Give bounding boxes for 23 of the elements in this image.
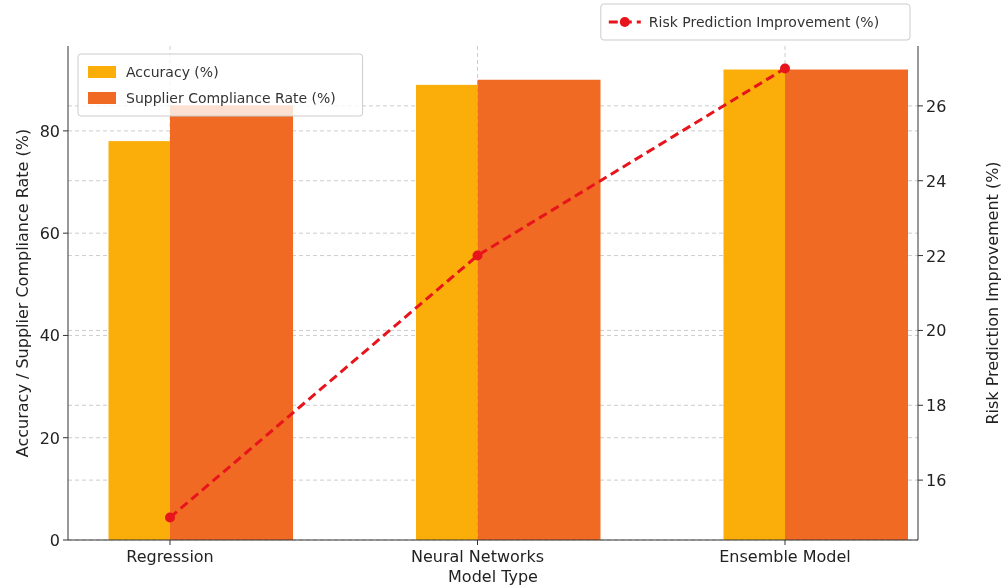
y2-axis-title: Risk Prediction Improvement (%) (983, 161, 1002, 425)
x-axis-title: Model Type (448, 567, 538, 586)
y-tick-label: 0 (49, 531, 60, 550)
x-tick-label: Ensemble Model (719, 547, 851, 566)
legend-label: Accuracy (%) (126, 64, 219, 80)
point (472, 250, 483, 261)
y2-tick-label: 18 (926, 396, 947, 416)
y-tick-label: 40 (39, 326, 60, 346)
y2-tick-label: 26 (926, 96, 947, 116)
y-tick-label: 80 (39, 121, 60, 141)
x-tick-label: Regression (126, 547, 214, 566)
point (780, 63, 790, 74)
legend-label: Risk Prediction Improvement (%) (648, 14, 880, 30)
y2-tick-label: 20 (926, 321, 947, 341)
y2-tick-label: 16 (926, 471, 947, 491)
point (165, 512, 175, 523)
y-tick-label: 60 (39, 224, 60, 244)
y-tick-label: 20 (39, 428, 60, 448)
legend-label: Supplier Compliance Rate (%) (126, 90, 336, 106)
y-axis-title: Accuracy / Supplier Compliance Rate (%) (13, 128, 32, 458)
y2-tick-label: 24 (926, 171, 947, 191)
x-tick-label: Neural Networks (410, 547, 545, 566)
y2-tick-label: 22 (926, 246, 947, 266)
